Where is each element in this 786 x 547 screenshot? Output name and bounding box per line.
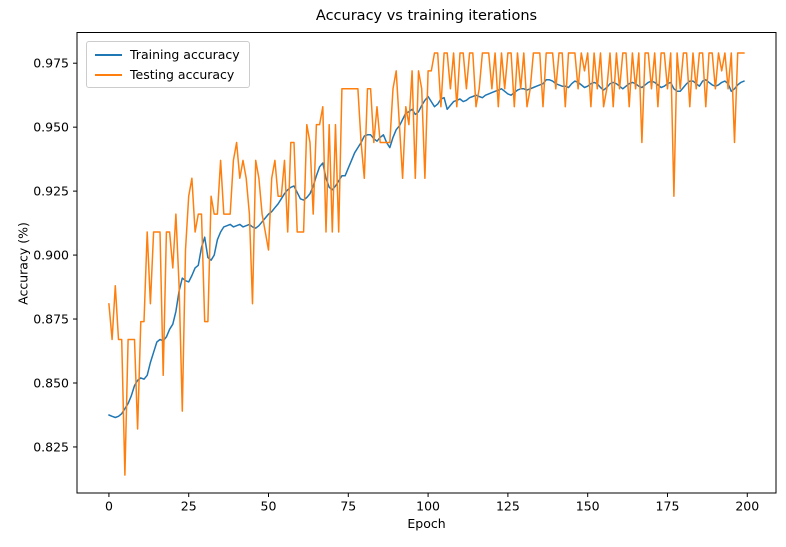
- y-tick-label: 0.825: [33, 439, 69, 454]
- chart-title: Accuracy vs training iterations: [315, 8, 538, 24]
- x-tick-label: 50: [261, 499, 277, 514]
- y-tick-label: 0.900: [33, 248, 69, 263]
- x-tick-label: 25: [181, 499, 197, 514]
- series-line-training: [108, 79, 745, 419]
- testing-line-swatch: [95, 73, 122, 76]
- legend-label-training: Training accuracy: [130, 47, 240, 62]
- y-tick-label: 0.975: [33, 56, 69, 71]
- legend-label-testing: Testing accuracy: [130, 67, 235, 82]
- training-line-swatch: [95, 53, 122, 56]
- x-tick-label: 150: [576, 499, 600, 514]
- y-tick-label: 0.950: [33, 120, 69, 135]
- y-axis-label: Accuracy (%): [15, 222, 31, 305]
- x-tick-label: 125: [496, 499, 520, 514]
- y-tick-label: 0.875: [33, 312, 69, 327]
- x-tick-label: 75: [340, 499, 356, 514]
- x-tick-label: 100: [416, 499, 440, 514]
- axes-frame: [76, 32, 777, 494]
- y-tick-label: 0.850: [33, 375, 69, 390]
- x-tick-label: 200: [735, 499, 759, 514]
- x-tick-label: 0: [105, 499, 113, 514]
- x-axis-label: Epoch: [407, 516, 446, 531]
- y-tick-label: 0.925: [33, 184, 69, 199]
- legend-item-training: Training accuracy: [95, 47, 240, 62]
- series-line-testing: [108, 52, 745, 476]
- legend-item-testing: Testing accuracy: [95, 67, 240, 82]
- x-tick-label: 175: [656, 499, 680, 514]
- legend: Training accuracy Testing accuracy: [86, 41, 250, 88]
